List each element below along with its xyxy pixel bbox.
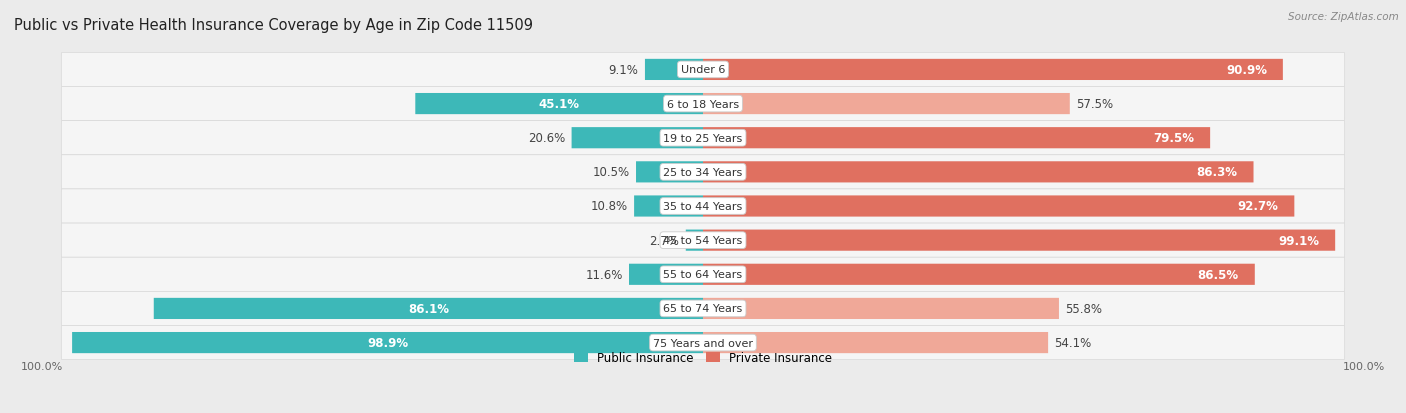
Text: 10.5%: 10.5%: [592, 166, 630, 179]
FancyBboxPatch shape: [72, 332, 703, 353]
FancyBboxPatch shape: [62, 223, 1344, 258]
FancyBboxPatch shape: [686, 230, 703, 251]
Text: Source: ZipAtlas.com: Source: ZipAtlas.com: [1288, 12, 1399, 22]
Text: 92.7%: 92.7%: [1237, 200, 1278, 213]
Text: Under 6: Under 6: [681, 65, 725, 75]
FancyBboxPatch shape: [62, 121, 1344, 155]
FancyBboxPatch shape: [703, 264, 1254, 285]
FancyBboxPatch shape: [62, 87, 1344, 121]
FancyBboxPatch shape: [62, 258, 1344, 292]
FancyBboxPatch shape: [153, 298, 703, 319]
Text: 86.5%: 86.5%: [1198, 268, 1239, 281]
Legend: Public Insurance, Private Insurance: Public Insurance, Private Insurance: [569, 347, 837, 369]
FancyBboxPatch shape: [703, 60, 1282, 81]
Text: 35 to 44 Years: 35 to 44 Years: [664, 202, 742, 211]
FancyBboxPatch shape: [703, 298, 1059, 319]
FancyBboxPatch shape: [572, 128, 703, 149]
FancyBboxPatch shape: [62, 53, 1344, 87]
Text: 57.5%: 57.5%: [1076, 98, 1114, 111]
FancyBboxPatch shape: [634, 196, 703, 217]
Text: 99.1%: 99.1%: [1278, 234, 1319, 247]
FancyBboxPatch shape: [415, 94, 703, 115]
Text: Public vs Private Health Insurance Coverage by Age in Zip Code 11509: Public vs Private Health Insurance Cover…: [14, 18, 533, 33]
FancyBboxPatch shape: [62, 155, 1344, 190]
FancyBboxPatch shape: [645, 60, 703, 81]
Text: 55.8%: 55.8%: [1066, 302, 1102, 315]
Text: 20.6%: 20.6%: [529, 132, 565, 145]
Text: 65 to 74 Years: 65 to 74 Years: [664, 304, 742, 313]
Text: 100.0%: 100.0%: [1343, 361, 1385, 371]
FancyBboxPatch shape: [703, 128, 1211, 149]
Text: 2.7%: 2.7%: [650, 234, 679, 247]
FancyBboxPatch shape: [703, 332, 1047, 353]
Text: 54.1%: 54.1%: [1054, 336, 1091, 349]
Text: 6 to 18 Years: 6 to 18 Years: [666, 100, 740, 109]
Text: 55 to 64 Years: 55 to 64 Years: [664, 270, 742, 280]
Text: 75 Years and over: 75 Years and over: [652, 338, 754, 348]
Text: 98.9%: 98.9%: [367, 336, 408, 349]
Text: 86.3%: 86.3%: [1197, 166, 1237, 179]
FancyBboxPatch shape: [703, 162, 1254, 183]
FancyBboxPatch shape: [703, 94, 1070, 115]
Text: 86.1%: 86.1%: [408, 302, 449, 315]
Text: 45.1%: 45.1%: [538, 98, 579, 111]
Text: 9.1%: 9.1%: [609, 64, 638, 77]
FancyBboxPatch shape: [703, 196, 1295, 217]
Text: 25 to 34 Years: 25 to 34 Years: [664, 167, 742, 178]
FancyBboxPatch shape: [636, 162, 703, 183]
Text: 10.8%: 10.8%: [591, 200, 627, 213]
FancyBboxPatch shape: [62, 190, 1344, 223]
Text: 45 to 54 Years: 45 to 54 Years: [664, 235, 742, 246]
Text: 100.0%: 100.0%: [21, 361, 63, 371]
FancyBboxPatch shape: [628, 264, 703, 285]
FancyBboxPatch shape: [703, 230, 1336, 251]
FancyBboxPatch shape: [62, 326, 1344, 360]
Text: 79.5%: 79.5%: [1153, 132, 1194, 145]
Text: 19 to 25 Years: 19 to 25 Years: [664, 133, 742, 143]
Text: 11.6%: 11.6%: [585, 268, 623, 281]
FancyBboxPatch shape: [62, 292, 1344, 326]
Text: 90.9%: 90.9%: [1226, 64, 1267, 77]
